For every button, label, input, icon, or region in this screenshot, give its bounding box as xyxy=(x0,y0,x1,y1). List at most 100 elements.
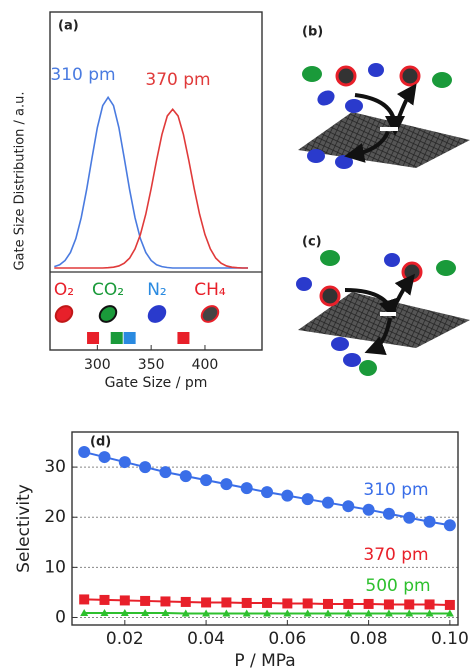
molecule xyxy=(345,99,363,113)
molecule xyxy=(331,337,349,351)
point xyxy=(283,609,292,617)
frame xyxy=(71,431,459,626)
arrow xyxy=(364,317,392,356)
point xyxy=(181,609,190,617)
point xyxy=(364,609,373,617)
series-label: 370 pm xyxy=(363,545,428,565)
curve-label: 310 pm xyxy=(50,65,115,85)
point xyxy=(321,496,334,509)
diagram-c: (c) xyxy=(296,235,470,376)
point xyxy=(200,474,213,487)
frame xyxy=(49,11,263,351)
point xyxy=(424,599,435,610)
x-tick-label: 0.06 xyxy=(268,629,306,649)
point xyxy=(120,608,129,616)
y-tick-label: 30 xyxy=(44,457,66,477)
point xyxy=(180,596,191,607)
molecule xyxy=(319,285,341,307)
panel-label: (b) xyxy=(302,25,323,40)
graphene-sheet xyxy=(298,292,470,348)
gas-label: N₂ xyxy=(147,280,167,300)
arrow xyxy=(344,131,390,163)
gas-marker xyxy=(177,332,190,344)
curve xyxy=(54,95,249,269)
x-tick-label: 350 xyxy=(138,357,165,373)
panel-label: (c) xyxy=(302,235,322,250)
gas-label: CH₄ xyxy=(194,280,226,300)
point xyxy=(301,493,314,506)
point xyxy=(222,609,231,617)
gate xyxy=(380,312,396,316)
gas-marker xyxy=(87,332,100,344)
point xyxy=(139,461,152,474)
molecule xyxy=(384,253,400,267)
gas-label: O₂ xyxy=(54,280,74,300)
arrow xyxy=(393,83,417,129)
diagram-b: (b) xyxy=(298,25,470,169)
point xyxy=(382,507,395,520)
panel-label: (a) xyxy=(58,19,79,34)
gas-label: CO₂ xyxy=(92,280,124,300)
molecule xyxy=(320,250,340,266)
point xyxy=(384,609,393,617)
point xyxy=(423,515,436,528)
point xyxy=(344,609,353,617)
point xyxy=(159,466,172,479)
point xyxy=(263,609,272,617)
point xyxy=(303,609,312,617)
y-tick-label: 10 xyxy=(44,557,66,577)
x-tick-label: 400 xyxy=(192,357,219,373)
point xyxy=(362,503,375,516)
point xyxy=(202,609,211,617)
point xyxy=(100,608,109,616)
molecule xyxy=(335,155,353,169)
molecule xyxy=(399,65,421,87)
point xyxy=(444,599,455,610)
x-axis-label: Gate Size / pm xyxy=(105,375,208,391)
point xyxy=(79,594,90,605)
curve xyxy=(54,108,249,269)
molecule xyxy=(317,90,335,106)
point xyxy=(322,598,333,609)
point xyxy=(445,609,454,617)
point xyxy=(78,446,91,459)
point xyxy=(221,597,232,608)
x-tick-label: 0.04 xyxy=(187,629,225,649)
point xyxy=(302,598,313,609)
y-axis-label: Gate Size Distribution / a.u. xyxy=(13,91,28,270)
point xyxy=(141,608,150,616)
point xyxy=(179,470,192,483)
point xyxy=(220,478,233,491)
point xyxy=(99,594,110,605)
point xyxy=(140,595,151,606)
point xyxy=(342,500,355,513)
molecule-icon xyxy=(200,305,220,323)
molecule-icon xyxy=(98,305,118,323)
point xyxy=(241,597,252,608)
molecule xyxy=(307,149,325,163)
point xyxy=(343,598,354,609)
point xyxy=(363,598,374,609)
x-tick-label: 0.02 xyxy=(106,629,144,649)
point xyxy=(161,608,170,616)
molecule xyxy=(436,260,456,276)
point xyxy=(443,519,456,532)
point xyxy=(403,511,416,524)
molecule xyxy=(343,353,361,367)
gas-marker xyxy=(123,332,136,344)
point xyxy=(281,489,294,502)
series-label: 310 pm xyxy=(363,480,428,500)
point xyxy=(383,599,394,610)
x-tick-label: 0.10 xyxy=(431,629,469,649)
point xyxy=(425,609,434,617)
gas-marker xyxy=(110,332,123,344)
molecule-icon xyxy=(54,305,74,323)
x-tick-label: 0.08 xyxy=(350,629,388,649)
point xyxy=(405,609,414,617)
molecule xyxy=(401,261,423,283)
point xyxy=(119,595,130,606)
series-label: 500 pm xyxy=(365,576,430,596)
x-tick-label: 300 xyxy=(84,357,111,373)
molecule xyxy=(368,63,384,77)
